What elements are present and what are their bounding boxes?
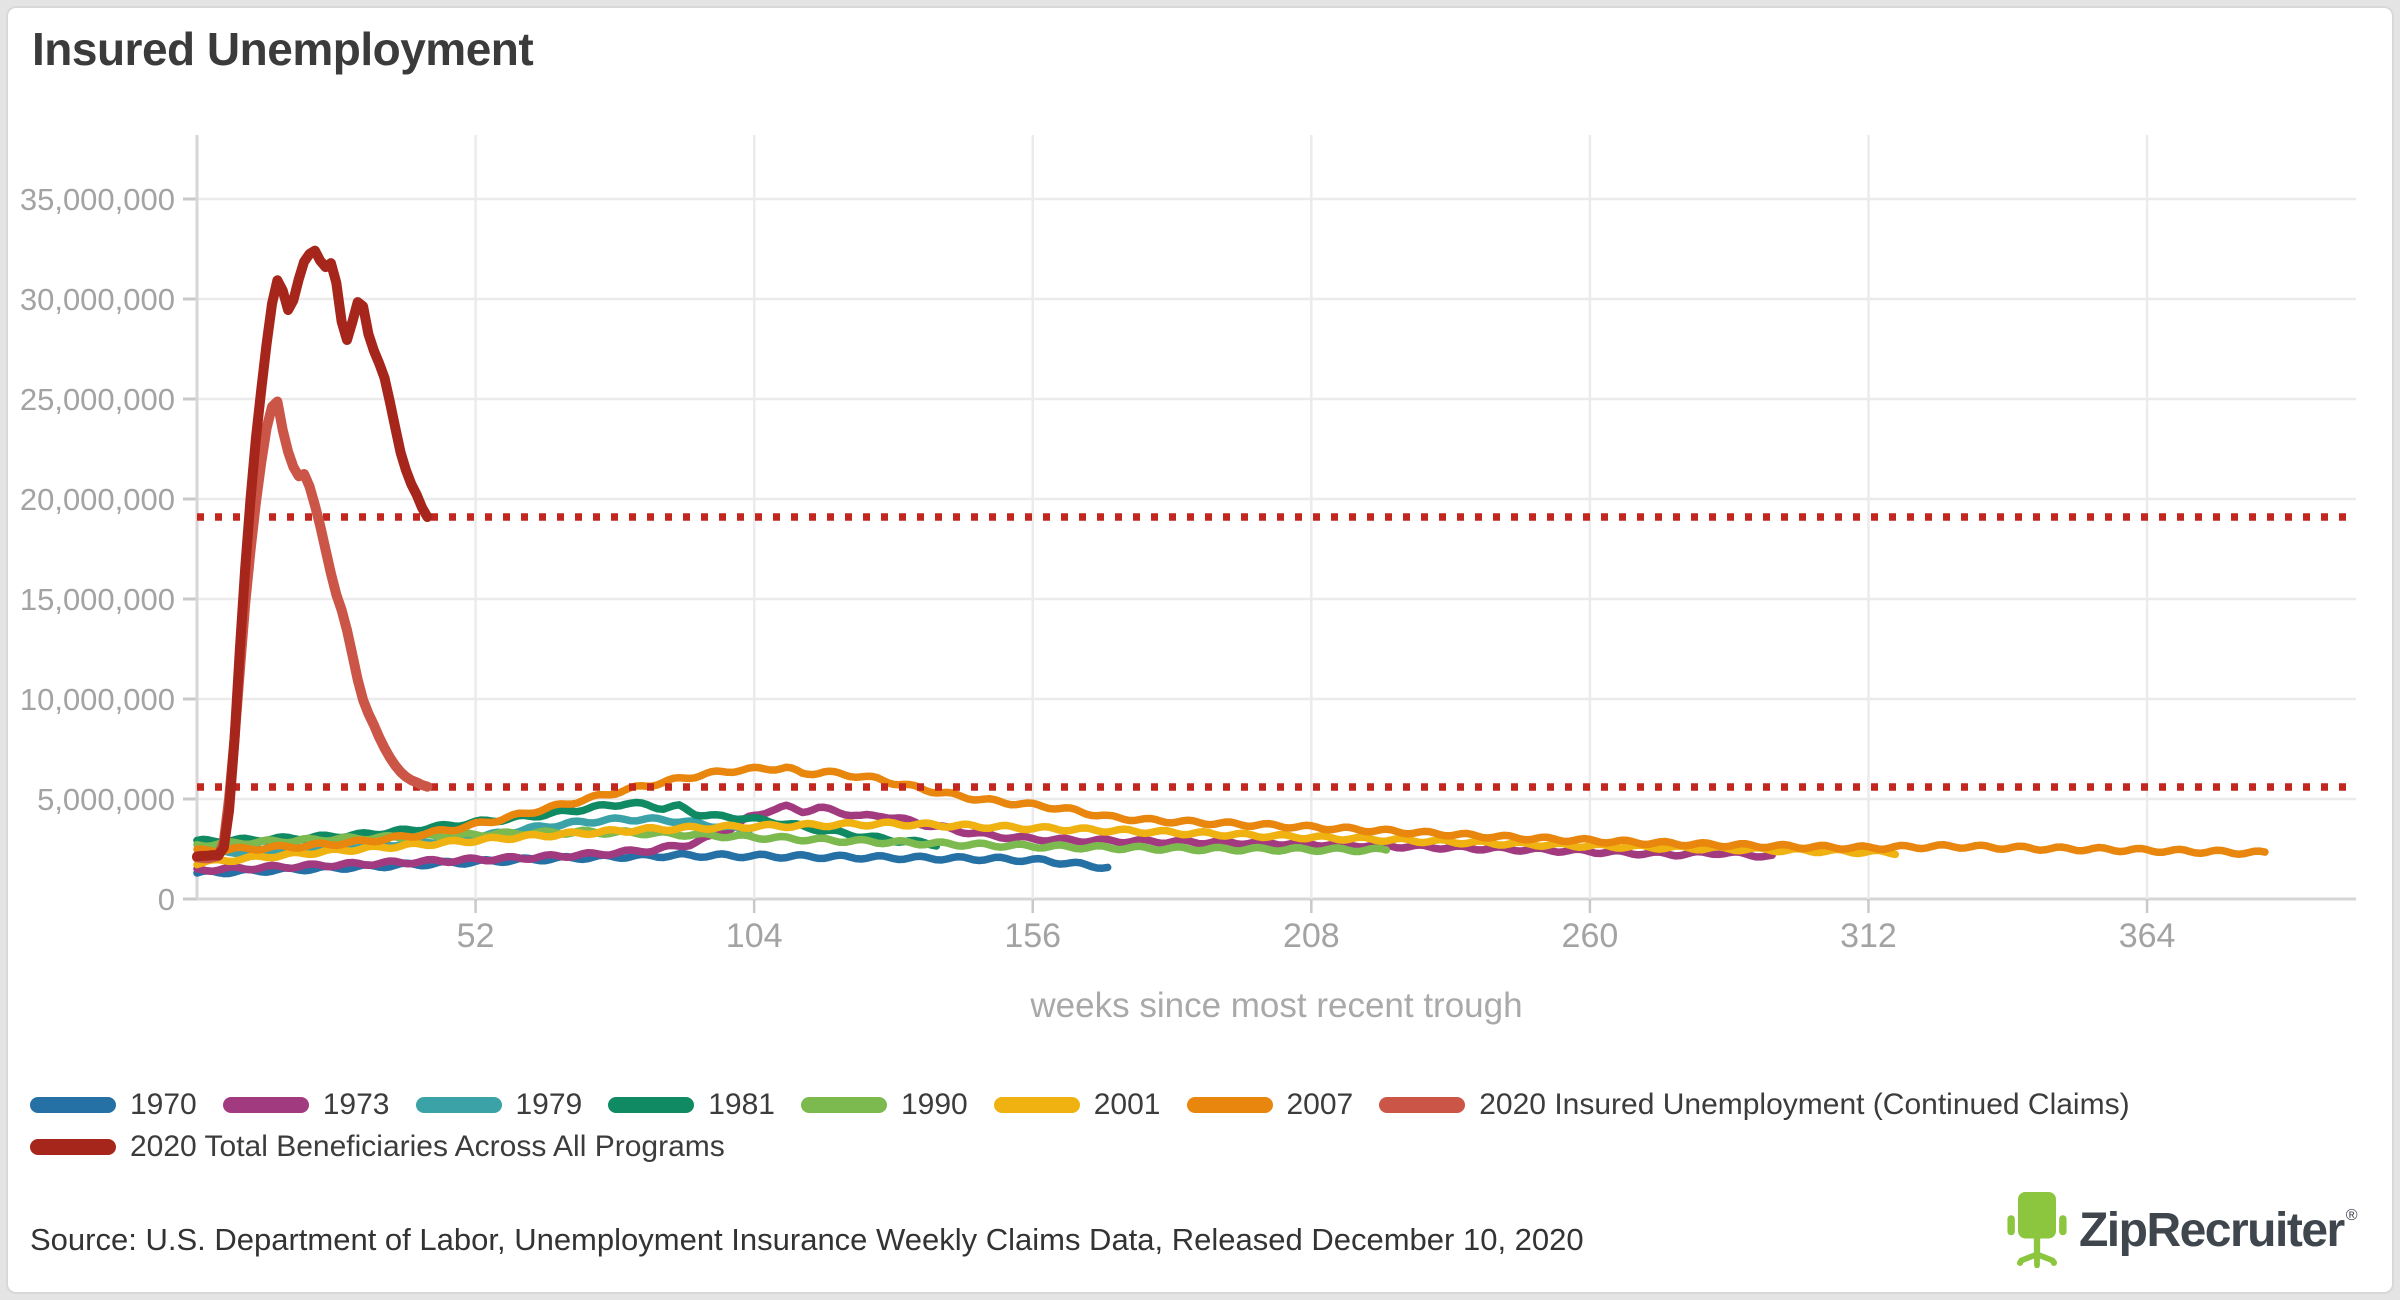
legend-item: 1973: [222, 1088, 390, 1122]
page-title: Insured Unemployment: [32, 23, 534, 75]
legend-item: 2007: [1186, 1088, 1354, 1122]
legend-item: 1981: [608, 1088, 775, 1122]
legend-label: 2001: [1093, 1088, 1161, 1121]
legend-label: 1970: [130, 1088, 197, 1121]
legend-swatch: [30, 1139, 116, 1155]
legend-item: 1990: [801, 1088, 968, 1122]
x-axis-title: weeks since most recent trough: [1029, 986, 1522, 1025]
legend-item: 1970: [30, 1088, 197, 1122]
x-tick-label: 52: [457, 917, 495, 955]
brand-name: ZipRecruiter: [2078, 1203, 2345, 1257]
y-tick-label: 25,000,000: [20, 382, 175, 417]
legend-row: 1970 1973 1979 1981 1990 2001 2007 2020 Insured…: [30, 1088, 2370, 1122]
series-2001: [193, 818, 1900, 869]
legend-label: 1990: [901, 1088, 968, 1121]
legend-swatch: [801, 1097, 887, 1113]
series-2007: [193, 763, 2269, 858]
legend-item: 2020 Insured Unemployment (Continued Cla…: [1379, 1088, 2130, 1122]
x-tick-label: 208: [1283, 917, 1340, 955]
series-2020-total: [192, 245, 433, 862]
x-tick-label: 156: [1004, 917, 1061, 955]
y-tick-label: 20,000,000: [20, 482, 175, 517]
office-chair-icon: [2007, 1192, 2067, 1268]
legend-label: 1973: [322, 1088, 390, 1121]
x-tick-label: 312: [1840, 917, 1897, 955]
legend-item: 2020 Total Beneficiaries Across All Prog…: [30, 1130, 725, 1164]
series-lines-2020: [192, 245, 433, 864]
legend-item: 1979: [415, 1088, 583, 1122]
legend-label: 2020 Insured Unemployment (Continued Cla…: [1479, 1088, 2130, 1121]
legend-item: 2001: [993, 1088, 1161, 1122]
chart-legend: 1970 1973 1979 1981 1990 2001 2007 2020 Insured…: [30, 1088, 2370, 1164]
legend-swatch: [1186, 1097, 1273, 1113]
y-tick-label: 15,000,000: [20, 582, 175, 617]
x-tick-label: 104: [726, 917, 783, 955]
legend-swatch: [608, 1097, 695, 1113]
legend-label: 1979: [515, 1088, 583, 1121]
series-lines: [193, 763, 2269, 878]
registered-mark: ®: [2345, 1206, 2358, 1224]
gridlines: 0 5,000,000 10,000,000 15,000,000 20,000,000…: [20, 135, 2356, 955]
ziprecruiter-wordmark: ZipRecruiter ®: [2078, 1203, 2358, 1258]
chart-card: [6, 6, 2394, 1294]
x-tick-label: 260: [1562, 917, 1619, 955]
series-1970: [193, 850, 1112, 878]
y-tick-label: 0: [158, 882, 175, 917]
series-1973: [193, 801, 1776, 875]
source-attribution: Source: U.S. Department of Labor, Unempl…: [30, 1222, 1584, 1257]
legend-label: 2007: [1286, 1088, 1354, 1121]
y-tick-label: 35,000,000: [20, 182, 175, 217]
legend-row: 2020 Total Beneficiaries Across All Prog…: [30, 1130, 2370, 1164]
legend-swatch: [1379, 1097, 1466, 1113]
x-tick-label: 364: [2119, 917, 2176, 955]
legend-swatch: [30, 1097, 116, 1113]
ziprecruiter-logo: ZipRecruiter ®: [2005, 1192, 2358, 1268]
reference-lines: [197, 513, 2356, 791]
legend-swatch: [415, 1097, 502, 1113]
y-tick-label: 10,000,000: [20, 682, 175, 717]
legend-swatch: [993, 1097, 1080, 1113]
legend-label: 2020 Total Beneficiaries Across All Prog…: [130, 1130, 725, 1163]
y-tick-label: 30,000,000: [20, 282, 175, 317]
legend-label: 1981: [708, 1088, 775, 1121]
legend-swatch: [222, 1097, 309, 1113]
y-tick-label: 5,000,000: [37, 782, 175, 817]
series-1981: [193, 798, 941, 850]
